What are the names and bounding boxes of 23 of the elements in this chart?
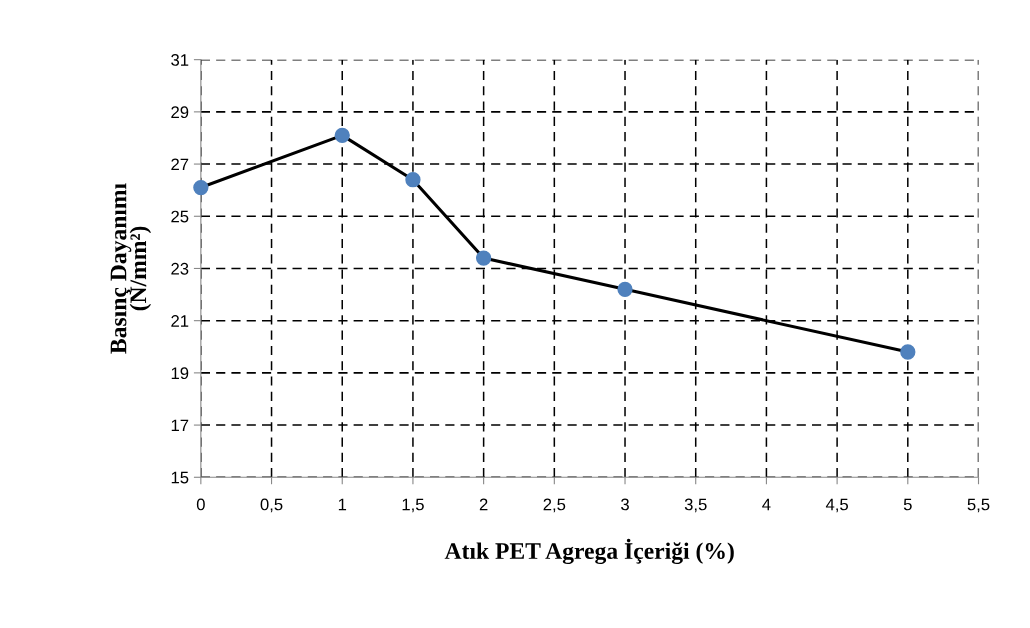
- y-tick-label: 31: [171, 54, 189, 66]
- x-tick-label: 1,5: [402, 498, 424, 513]
- x-tick-label: 0,5: [260, 498, 283, 513]
- x-tick-label: 2: [479, 498, 488, 511]
- y-tick-label: 23: [171, 262, 189, 275]
- x-tick-label: 4,5: [825, 498, 848, 513]
- y-tick-label: 15: [171, 471, 189, 484]
- x-tick-label: 5,5: [967, 498, 990, 513]
- y-tick-label: 27: [171, 158, 189, 171]
- y-axis-title: Basınç Dayanımı (N/mm²): [110, 183, 152, 354]
- x-tick-label: 3: [621, 498, 629, 511]
- y-tick-label: 21: [171, 315, 189, 327]
- x-tick-label: 5: [903, 498, 912, 511]
- x-tick-label: 2,5: [543, 498, 566, 513]
- y-tick-label: 19: [171, 367, 189, 380]
- y-tick-label: 17: [171, 419, 189, 432]
- x-tick-label: 3,5: [684, 498, 707, 513]
- x-tick-label: 0: [196, 498, 205, 511]
- x-tick-label: 1: [338, 498, 347, 511]
- y-tick-label: 25: [171, 210, 189, 223]
- y-tick-label: 29: [171, 106, 189, 119]
- x-axis-title: Atık PET Agrega İçeriği (%): [444, 538, 734, 565]
- x-tick-label: 4: [762, 498, 771, 511]
